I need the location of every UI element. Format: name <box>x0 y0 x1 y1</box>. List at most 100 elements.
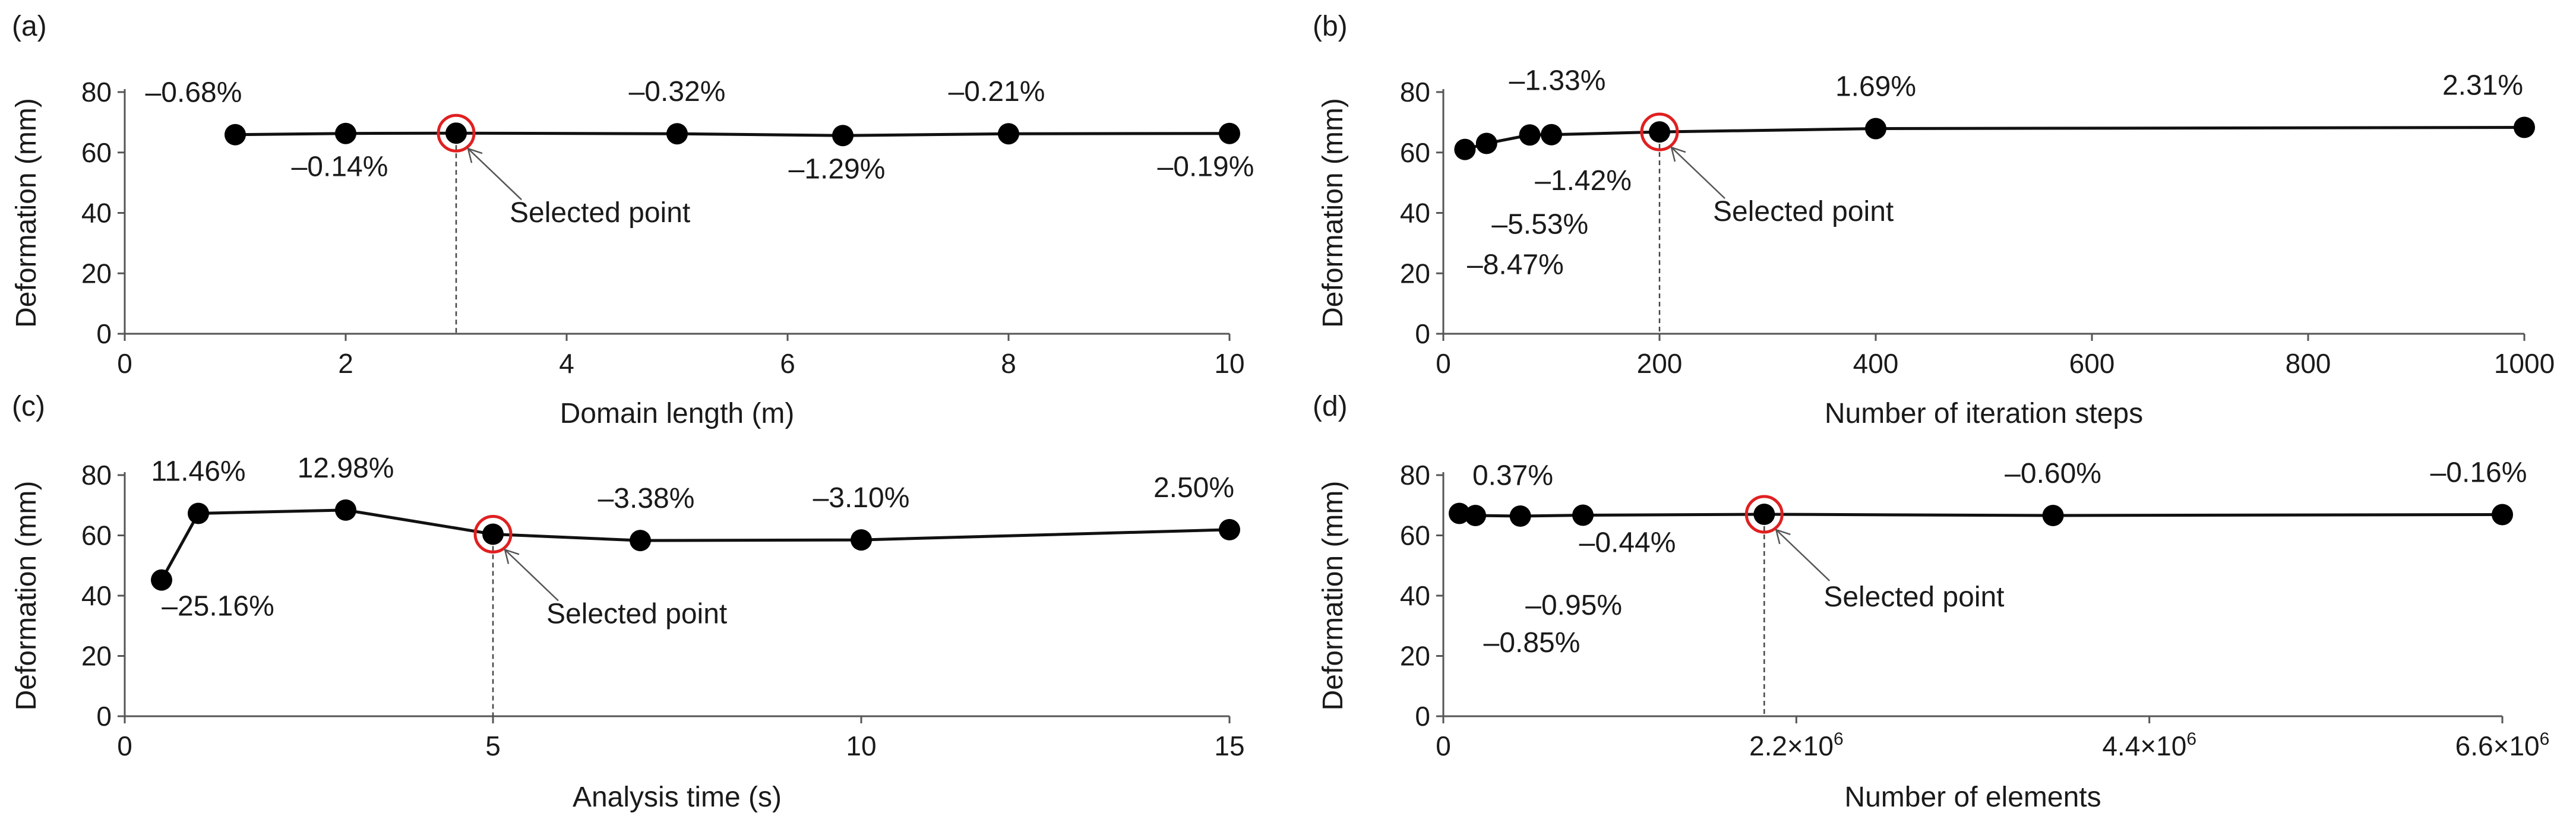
data-point <box>1465 505 1487 527</box>
x-tick-label: 0 <box>1436 348 1451 379</box>
selected-point-ring <box>1640 112 1679 151</box>
x-axis-title: Domain length (m) <box>560 398 795 429</box>
annotation-label: 0.37% <box>1472 460 1553 491</box>
selected-arrow-head <box>1775 529 1791 545</box>
selected-point-label: Selected point <box>546 598 727 630</box>
selected-arrow-line <box>1671 147 1725 200</box>
annotation-label: –0.21% <box>949 76 1045 107</box>
x-tick-label: 800 <box>2286 348 2331 379</box>
selected-arrow-head <box>467 147 483 163</box>
panel-label: (c) <box>12 391 45 422</box>
x-tick-label: 600 <box>2069 348 2115 379</box>
x-tick-label: 0 <box>1436 730 1451 761</box>
annotation-label: –3.10% <box>813 482 910 514</box>
annotation-label: –5.53% <box>1491 208 1588 240</box>
y-tick-label: 0 <box>96 318 112 349</box>
y-tick-label: 60 <box>81 520 112 551</box>
data-point <box>1449 502 1471 524</box>
x-tick-label: 8 <box>1001 348 1016 379</box>
x-tick-label: 200 <box>1637 348 1683 379</box>
selected-arrow-line <box>1775 529 1831 581</box>
y-tick-label: 0 <box>1415 318 1430 349</box>
selected-point-label: Selected point <box>1713 196 1894 227</box>
x-tick-label: 10 <box>1214 348 1244 379</box>
y-axis-title: Deformation (mm) <box>1317 481 1349 711</box>
data-point <box>851 529 872 551</box>
x-tick-label: 5 <box>485 730 501 761</box>
x-tick-label: 400 <box>1853 348 1899 379</box>
annotation-label: –0.16% <box>2430 457 2527 488</box>
panel-label: (d) <box>1313 391 1348 422</box>
data-point <box>225 124 246 146</box>
annotation-label: –0.95% <box>1525 590 1622 621</box>
x-tick-label: 2 <box>338 348 353 379</box>
data-point <box>482 523 504 545</box>
y-tick-label: 20 <box>1400 641 1430 672</box>
series-line <box>1459 511 2503 518</box>
y-tick-label: 60 <box>1400 137 1430 168</box>
data-point <box>1572 504 1594 526</box>
y-tick-label: 80 <box>81 77 112 107</box>
annotation-label: –1.29% <box>789 153 886 185</box>
data-point <box>666 123 688 145</box>
y-axis-title: Deformation (mm) <box>11 481 42 711</box>
data-point <box>445 122 467 144</box>
data-point <box>2514 116 2535 138</box>
annotation-label: 2.31% <box>2442 70 2523 102</box>
data-point <box>1454 138 1476 160</box>
series-line <box>160 508 1230 581</box>
annotation-label: –0.68% <box>146 77 242 109</box>
data-point <box>1649 121 1670 143</box>
annotation-label: –8.47% <box>1467 249 1564 281</box>
series-line <box>235 131 1230 137</box>
y-tick-label: 40 <box>1400 580 1430 611</box>
series-line <box>1464 126 2525 151</box>
y-axis-title: Deformation (mm) <box>11 98 42 328</box>
annotation-label: –1.33% <box>1509 65 1606 97</box>
data-point <box>2042 505 2064 527</box>
data-point <box>1865 118 1886 140</box>
x-tick-label: 0 <box>117 730 132 761</box>
x-tick-label: 10 <box>846 730 876 761</box>
data-point <box>335 499 356 521</box>
x-tick-label: 0 <box>117 348 132 379</box>
x-tick-label: 6 <box>780 348 795 379</box>
data-point <box>188 502 209 524</box>
data-point <box>335 122 356 144</box>
x-tick-label: 4.4×106 <box>2102 729 2196 761</box>
data-point <box>1475 132 1497 154</box>
selected-arrow-head <box>504 548 520 564</box>
selected-point-label: Selected point <box>510 197 690 229</box>
y-tick-label: 80 <box>1400 77 1430 107</box>
selected-arrow-line <box>504 549 559 602</box>
x-tick-label: 6.6×106 <box>2455 729 2550 761</box>
y-tick-label: 40 <box>81 580 112 611</box>
selected-point-ring <box>1744 495 1784 534</box>
y-tick-label: 60 <box>1400 520 1430 551</box>
annotation-label: –3.38% <box>598 483 695 514</box>
x-tick-label: 1000 <box>2494 348 2555 379</box>
annotation-label: –0.32% <box>629 76 726 107</box>
data-point <box>832 125 854 147</box>
data-point <box>1219 518 1240 540</box>
annotation-label: –0.14% <box>292 151 388 183</box>
annotation-label: 11.46% <box>151 456 245 487</box>
annotation-label: 12.98% <box>298 453 394 484</box>
data-point <box>1519 124 1541 146</box>
y-tick-label: 20 <box>81 258 112 289</box>
selected-arrow-line <box>467 148 522 201</box>
selected-point-ring <box>473 514 513 554</box>
annotation-label: 2.50% <box>1153 472 1234 504</box>
data-point <box>151 569 172 591</box>
x-tick-label: 15 <box>1214 730 1244 761</box>
data-point <box>1541 124 1562 146</box>
y-tick-label: 0 <box>1415 701 1430 732</box>
data-point <box>1219 122 1240 144</box>
data-point <box>2492 504 2513 526</box>
data-point <box>998 123 1019 145</box>
selected-arrow-head <box>1670 146 1686 162</box>
data-point <box>1753 503 1775 525</box>
selected-point-label: Selected point <box>1823 581 2004 613</box>
